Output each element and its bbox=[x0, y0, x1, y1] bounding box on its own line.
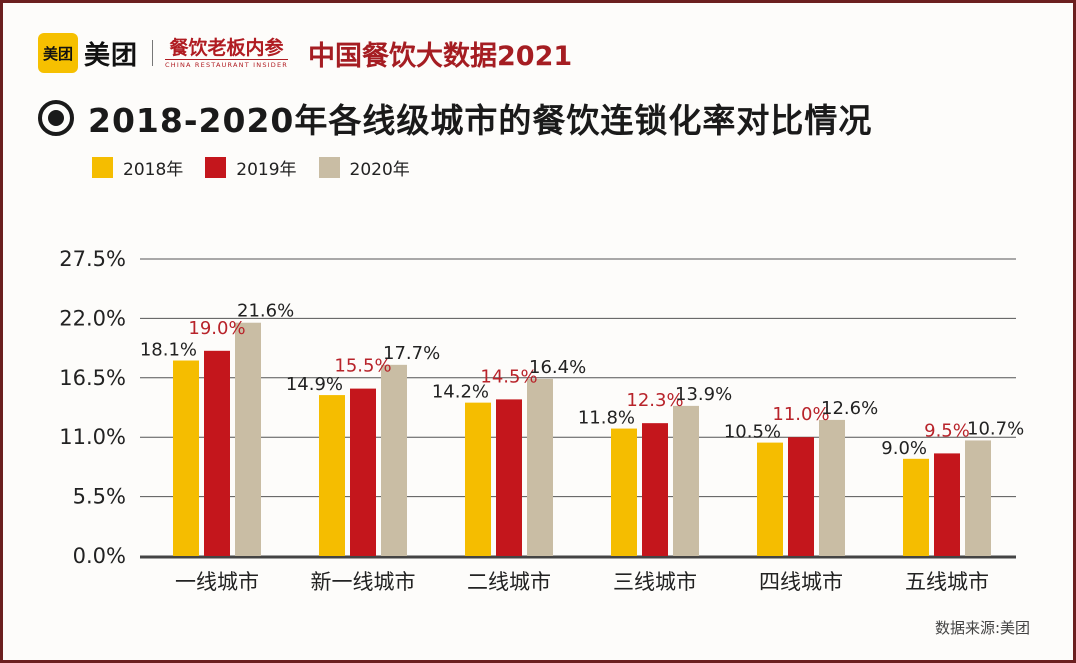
legend-swatch-2019 bbox=[205, 157, 227, 178]
data-label: 14.9% bbox=[286, 374, 343, 395]
bar-2019年-三线城市 bbox=[642, 423, 668, 556]
publication-name: 餐饮老板内参 bbox=[169, 37, 284, 59]
y-tick-label: 5.5% bbox=[73, 485, 126, 509]
data-label: 9.5% bbox=[924, 420, 970, 441]
data-label: 11.0% bbox=[772, 404, 829, 425]
chart-title-row: 2018-2020年各线级城市的餐饮连锁化率对比情况 bbox=[38, 94, 872, 142]
bar-2020年-三线城市 bbox=[673, 405, 699, 556]
legend-label-2019: 2019年 bbox=[236, 160, 297, 180]
data-label: 10.7% bbox=[967, 418, 1024, 439]
legend-label-2018: 2018年 bbox=[123, 160, 184, 180]
legend-item-2019: 2019年 bbox=[205, 155, 297, 180]
bar-2020年-二线城市 bbox=[527, 378, 553, 556]
meituan-logo-icon: 美团 bbox=[38, 33, 78, 73]
bar-2018年-一线城市 bbox=[173, 360, 199, 556]
bar-2018年-二线城市 bbox=[465, 402, 491, 556]
legend-label-2020: 2020年 bbox=[349, 160, 410, 180]
x-tick-label: 新一线城市 bbox=[311, 570, 416, 594]
publication-subtitle: CHINA RESTAURANT INSIDER bbox=[165, 59, 289, 69]
y-tick-label: 16.5% bbox=[59, 366, 126, 390]
data-label: 10.5% bbox=[724, 422, 781, 443]
data-label: 16.4% bbox=[529, 357, 586, 378]
bullet-dot bbox=[48, 110, 64, 126]
bar-2018年-新一线城市 bbox=[319, 395, 345, 556]
publication-logo: 餐饮老板内参 CHINA RESTAURANT INSIDER bbox=[165, 37, 289, 69]
bar-2019年-二线城市 bbox=[496, 399, 522, 556]
x-tick-label: 四线城市 bbox=[759, 570, 843, 594]
data-label: 19.0% bbox=[188, 318, 245, 339]
x-tick-label: 三线城市 bbox=[613, 570, 697, 594]
legend-item-2018: 2018年 bbox=[92, 155, 183, 180]
y-tick-label: 22.0% bbox=[59, 306, 126, 330]
x-tick-label: 二线城市 bbox=[467, 570, 551, 594]
y-tick-label: 0.0% bbox=[73, 544, 126, 568]
bar-2020年-四线城市 bbox=[819, 419, 845, 556]
header: 美团 美团 餐饮老板内参 CHINA RESTAURANT INSIDER 中国… bbox=[38, 32, 572, 74]
bar-2018年-三线城市 bbox=[611, 428, 637, 556]
data-label: 14.5% bbox=[480, 366, 537, 387]
data-label: 21.6% bbox=[237, 301, 294, 322]
data-source: 数据来源:美团 bbox=[934, 619, 1030, 637]
data-label: 18.1% bbox=[140, 340, 197, 361]
legend: 2018年 2019年 2020年 bbox=[92, 155, 432, 180]
data-label: 9.0% bbox=[881, 438, 927, 459]
bar-2019年-一线城市 bbox=[204, 350, 230, 556]
legend-swatch-2018 bbox=[92, 157, 113, 178]
data-label: 13.9% bbox=[675, 384, 732, 405]
data-label: 12.3% bbox=[626, 390, 683, 411]
report-title: 中国餐饮大数据2021 bbox=[308, 40, 573, 72]
data-label: 14.2% bbox=[432, 382, 489, 403]
y-tick-label: 11.0% bbox=[59, 425, 126, 449]
y-tick-label: 27.5% bbox=[59, 247, 126, 271]
data-label: 12.6% bbox=[821, 398, 878, 419]
bar-2018年-五线城市 bbox=[903, 458, 929, 556]
brand-name: 美团 bbox=[84, 40, 139, 71]
data-label: 15.5% bbox=[334, 356, 391, 377]
bar-2019年-四线城市 bbox=[788, 437, 814, 556]
chart-title: 2018-2020年各线级城市的餐饮连锁化率对比情况 bbox=[88, 101, 873, 140]
target-bullet-icon bbox=[38, 100, 74, 136]
x-tick-label: 五线城市 bbox=[905, 570, 989, 594]
data-label: 17.7% bbox=[383, 343, 440, 364]
x-tick-label: 一线城市 bbox=[175, 570, 259, 594]
bar-2020年-五线城市 bbox=[965, 440, 991, 556]
bar-2018年-四线城市 bbox=[757, 442, 783, 556]
data-label: 11.8% bbox=[578, 408, 635, 429]
header-divider bbox=[152, 40, 154, 66]
legend-item-2020: 2020年 bbox=[318, 155, 410, 180]
bar-2020年-一线城市 bbox=[235, 322, 261, 556]
bar-2019年-新一线城市 bbox=[350, 388, 376, 556]
bar-2020年-新一线城市 bbox=[381, 364, 407, 556]
bar-2019年-五线城市 bbox=[934, 453, 960, 556]
legend-swatch-2020 bbox=[318, 157, 340, 178]
